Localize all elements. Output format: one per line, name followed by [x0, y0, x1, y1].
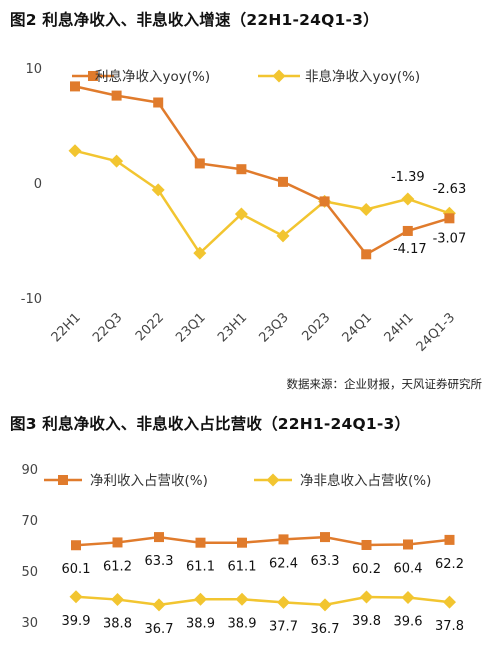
- chart1-series-1-point: [193, 246, 207, 260]
- chart2-series-0-point: [195, 537, 206, 548]
- chart1-series-0-point: [111, 90, 122, 101]
- chart1-series-0-point: [153, 97, 164, 108]
- chart2-data-label: 39.6: [394, 615, 423, 630]
- chart2-series-0-point: [278, 534, 289, 545]
- chart2-data-label: 38.9: [228, 616, 257, 631]
- chart1-series-0-point: [278, 176, 288, 187]
- chart1-ytick: -10: [21, 292, 42, 307]
- chart2-data-label: 38.8: [103, 617, 132, 632]
- chart2-data-label: 62.4: [269, 556, 298, 571]
- chart1-series-0-point: [402, 225, 413, 236]
- chart1-ytick: 0: [34, 177, 42, 192]
- chart2-series-1-point: [318, 598, 332, 612]
- chart2-legend-marker: [266, 473, 280, 487]
- chart2-data-label: 60.2: [352, 562, 381, 577]
- chart1-legend-marker: [88, 71, 98, 81]
- chart1-series-1-point: [110, 154, 124, 168]
- chart2-data-label: 61.2: [103, 559, 132, 574]
- chart2-legend-label: 净非息收入占营收(%): [300, 472, 431, 489]
- chart1-ytick: 10: [25, 62, 42, 77]
- chart2-series-1-point: [69, 590, 83, 604]
- chart2-series-0-point: [112, 537, 123, 548]
- chart2-legend-marker: [58, 475, 68, 485]
- chart1-series-0-point: [194, 158, 205, 169]
- chart2-title: 图3 利息净收入、非息收入占比营收（22H1-24Q1-3）: [10, 415, 411, 433]
- chart1-series-1-point: [276, 229, 290, 243]
- chart2-data-label: 39.9: [62, 614, 91, 629]
- chart2-data-label: 36.7: [311, 622, 340, 637]
- chart1-legend-label: 非息净收入yoy(%): [305, 68, 420, 85]
- chart1-series-1-point: [151, 183, 165, 197]
- chart2-legend-label: 净利收入占营收(%): [90, 473, 208, 489]
- chart2-ytick: 30: [21, 616, 38, 631]
- chart2-data-label: 60.4: [394, 561, 423, 576]
- chart2-data-label: 60.1: [62, 562, 91, 577]
- chart2-ytick: 90: [21, 463, 38, 478]
- chart1-series-1-line: [74, 149, 450, 256]
- chart1-data-label: -1.39: [391, 170, 425, 185]
- chart1-series-0-point: [361, 249, 372, 260]
- chart1-series-1-point: [359, 202, 373, 216]
- chart2-data-label: 37.7: [269, 619, 298, 634]
- chart1-data-label: -2.63: [433, 182, 467, 197]
- chart2-series-0-line: [75, 535, 450, 547]
- chart2-series-1-line: [75, 595, 450, 607]
- chart2-series-0-point: [320, 532, 330, 543]
- chart1-series-1-point: [401, 192, 415, 206]
- chart1-series-0-line: [74, 85, 450, 256]
- chart2-data-label: 61.1: [186, 560, 215, 575]
- chart1-legend-label: 利息净收入yoy(%): [95, 68, 210, 85]
- chart2-data-label: 63.3: [145, 554, 174, 569]
- chart2-data-label: 63.3: [311, 554, 340, 569]
- chart1-data-label: -4.17: [393, 242, 427, 257]
- chart2-data-label: 37.8: [435, 619, 464, 634]
- chart2-ytick: 70: [21, 514, 38, 529]
- chart1-series-0-point: [444, 213, 455, 224]
- chart1-series-0-point: [236, 164, 247, 175]
- chart2-series-0-point: [154, 532, 164, 543]
- chart1-data-label: -3.07: [433, 231, 467, 246]
- data-source-note: 数据来源：企业财报，天风证券研究所: [286, 377, 483, 391]
- chart2-series-1-point: [111, 593, 124, 607]
- chart2-series-1-point: [401, 591, 415, 605]
- chart1-series-1-point: [68, 144, 82, 158]
- chart2-series-0-point: [237, 537, 247, 548]
- chart1-series-0-point: [70, 81, 80, 92]
- chart1-series-1-point: [234, 207, 248, 221]
- chart2-series-1-point: [235, 592, 249, 606]
- chart2-data-label: 61.1: [228, 560, 257, 575]
- chart1-title: 图2 利息净收入、非息收入增速（22H1-24Q1-3）: [10, 11, 379, 29]
- chart1-legend-marker: [272, 69, 286, 83]
- chart2-series-1-point: [152, 598, 166, 612]
- chart1-series-0-point: [319, 196, 330, 207]
- chart2-data-label: 36.7: [145, 622, 174, 637]
- chart2-series-1-point: [277, 595, 290, 609]
- chart2-series-1-point: [194, 592, 207, 606]
- chart2-series-0-point: [71, 540, 81, 551]
- chart2-data-label: 38.9: [186, 616, 215, 631]
- chart2-data-label: 62.2: [435, 557, 464, 572]
- chart2-series-1-point: [360, 590, 373, 604]
- chart2-series-0-point: [403, 539, 413, 550]
- chart2-series-0-point: [361, 539, 372, 550]
- chart2-series-1-point: [443, 595, 456, 609]
- chart2-series-0-point: [444, 534, 455, 545]
- chart2-ytick: 50: [21, 565, 38, 580]
- chart2-data-label: 39.8: [352, 614, 381, 629]
